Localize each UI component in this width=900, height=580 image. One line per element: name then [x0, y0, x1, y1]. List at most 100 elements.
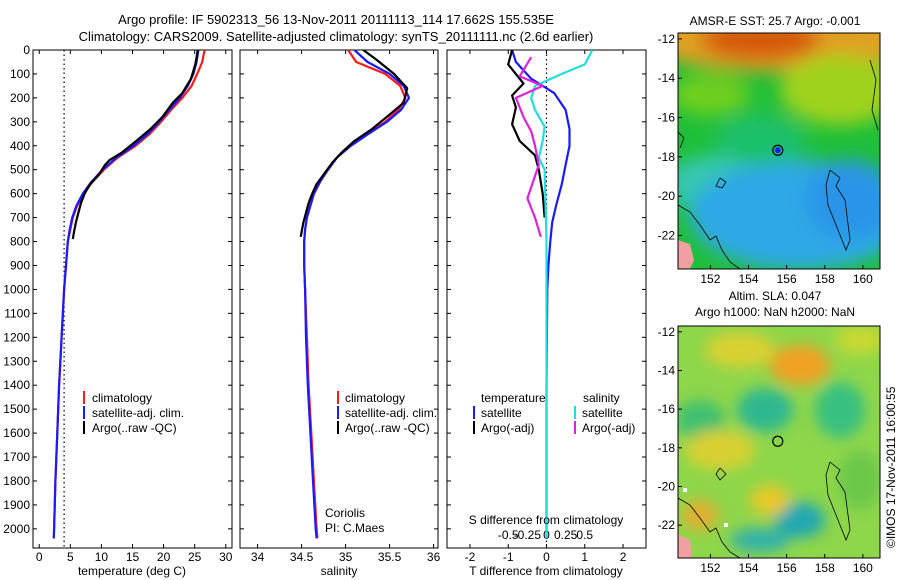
- series-line-s-satellite: [530, 50, 594, 539]
- legend-label-s-sat: satellite: [582, 406, 623, 420]
- series-line-satellite-adj-clim: [52, 50, 200, 539]
- salinity-lines: [299, 50, 411, 539]
- ytick-label: 1400: [3, 378, 30, 392]
- map-xtick-label: 158: [815, 272, 835, 286]
- annotation-coriolis: Coriolis: [325, 506, 365, 520]
- sst-map-title: AMSR-E SST: 25.7 Argo: -0.001: [690, 14, 861, 28]
- map-xtick-label: 154: [738, 272, 758, 286]
- difference-lines: [507, 50, 594, 548]
- ytick-label: 600: [10, 187, 30, 201]
- map-ytick-label: -20: [658, 189, 676, 203]
- map-xtick-label: 156: [777, 561, 797, 575]
- xtick-label: -2: [465, 550, 476, 564]
- map-xtick-label: 154: [738, 561, 758, 575]
- legend-label-clim: climatology: [345, 391, 405, 405]
- ytick-label: 1700: [3, 450, 30, 464]
- sla-map-marker: [772, 435, 784, 447]
- series-line-s-argo-adj: [514, 56, 544, 238]
- legend-label-sat: satellite-adj. clim.: [345, 406, 437, 420]
- xtick-label: 20: [157, 550, 171, 564]
- series-line-argo-raw-qc: [71, 50, 199, 240]
- ytick-label: 1300: [3, 354, 30, 368]
- s-tick-label: -0.25: [514, 528, 542, 542]
- xtick-label: 0: [543, 550, 550, 564]
- sla-map-field: [678, 326, 880, 558]
- xtick-label: 35.5: [378, 550, 402, 564]
- sla-map-subtitle: Argo h1000: NaN h2000: NaN: [695, 305, 855, 319]
- legend-label-t-argo: Argo(-adj): [481, 421, 534, 435]
- map-ytick-label: -18: [658, 441, 676, 455]
- legend-label-clim: climatology: [92, 391, 152, 405]
- argo-position-marker: [772, 144, 784, 156]
- temperature-panel: 0 5 10 15 20 25 300100200300400500600700800900…: [3, 43, 232, 578]
- series-line-t-argo-adj: [507, 50, 546, 218]
- difference-ticks: -2 -1 0 1 2-0.5-0.25 0 0.25 0.5: [447, 49, 646, 564]
- map-xtick-label: 158: [815, 561, 835, 575]
- xtick-label: 36: [427, 550, 441, 564]
- map-xtick-label: 152: [700, 561, 720, 575]
- ytick-label: 1000: [3, 282, 30, 296]
- ytick-label: 700: [10, 211, 30, 225]
- xtick-label: 1: [581, 550, 588, 564]
- annotation-pi: PI: C.Maes: [325, 521, 384, 535]
- sst-map-ticks: 152 154 156 158 160 -12 -14 -16 -18 -20 -22: [658, 32, 874, 286]
- xtick-label: 34.5: [290, 550, 314, 564]
- salinity-legend: climatology satellite-adj. clim. Argo(..…: [337, 391, 437, 435]
- map-ytick-label: -12: [658, 325, 676, 339]
- xtick-label: 2: [620, 550, 627, 564]
- map-xtick-label: 152: [700, 272, 720, 286]
- xtick-label: -1: [503, 550, 514, 564]
- salinity-xlabel: salinity: [321, 564, 358, 578]
- temperature-frame: [32, 49, 233, 549]
- sla-map-ticks: 152 154 156 158 160 -12 -14 -16 -18 -20 -22: [658, 325, 874, 575]
- series-line-satellite-adj-clim: [303, 50, 411, 539]
- series-line-argo-raw-qc: [299, 50, 409, 238]
- difference-xlabel-top: S difference from climatology: [469, 513, 624, 527]
- legend-label-s-argo: Argo(-adj): [582, 421, 635, 435]
- map-ytick-label: -12: [658, 32, 676, 46]
- map-xtick-label: 160: [853, 561, 873, 575]
- ytick-label: 800: [10, 235, 30, 249]
- ytick-label: 900: [10, 258, 30, 272]
- argo-position-dot: [774, 147, 781, 154]
- argo-position-marker: [772, 435, 784, 447]
- xtick-label: 34: [251, 550, 265, 564]
- xtick-label: 15: [126, 550, 140, 564]
- map-ytick-label: -18: [658, 150, 676, 164]
- xtick-label: 30: [219, 550, 233, 564]
- ytick-label: 200: [10, 91, 30, 105]
- temperature-lines: [52, 50, 206, 548]
- sst-map-field: [678, 33, 880, 269]
- difference-panel: -2 -1 0 1 2-0.5-0.25 0 0.25 0.5 S difference fr…: [446, 49, 647, 578]
- map-ytick-label: -14: [658, 363, 676, 377]
- sst-map-marker: [772, 144, 784, 156]
- xtick-label: 35: [339, 550, 353, 564]
- ytick-label: 1100: [4, 306, 30, 320]
- ytick-label: 1900: [3, 498, 30, 512]
- s-tick-label: 0.5: [576, 528, 593, 542]
- ytick-label: 500: [10, 163, 30, 177]
- legend-title-salinity: salinity: [583, 391, 620, 405]
- ytick-label: 1200: [3, 330, 30, 344]
- legend-label-t-sat: satellite: [481, 406, 522, 420]
- xtick-label: 25: [188, 550, 202, 564]
- ytick-label: 300: [10, 115, 30, 129]
- map-ytick-label: -14: [658, 71, 676, 85]
- sst-map-panel: AMSR-E SST: 25.7 Argo: -0.001 152 154 156 1…: [658, 14, 881, 286]
- s-tick-label: -0.5: [498, 528, 519, 542]
- s-tick-label: 0.25: [554, 528, 578, 542]
- xtick-label: 10: [95, 550, 109, 564]
- map-ytick-label: -22: [658, 518, 676, 532]
- map-ytick-label: -22: [658, 229, 676, 243]
- ytick-label: 1500: [3, 402, 30, 416]
- map-ytick-label: -16: [658, 402, 676, 416]
- map-xtick-label: 160: [853, 272, 873, 286]
- xtick-label: 0: [36, 550, 43, 564]
- salinity-frame: [239, 49, 439, 549]
- sla-map-title: Altim. SLA: 0.047: [729, 289, 822, 303]
- map-ytick-label: -16: [658, 111, 676, 125]
- ytick-label: 0: [23, 43, 30, 57]
- legend-label-argo: Argo(..raw -QC): [92, 421, 177, 435]
- side-stamp: ©IMOS 17-Nov-2011 16:00:55: [884, 386, 898, 548]
